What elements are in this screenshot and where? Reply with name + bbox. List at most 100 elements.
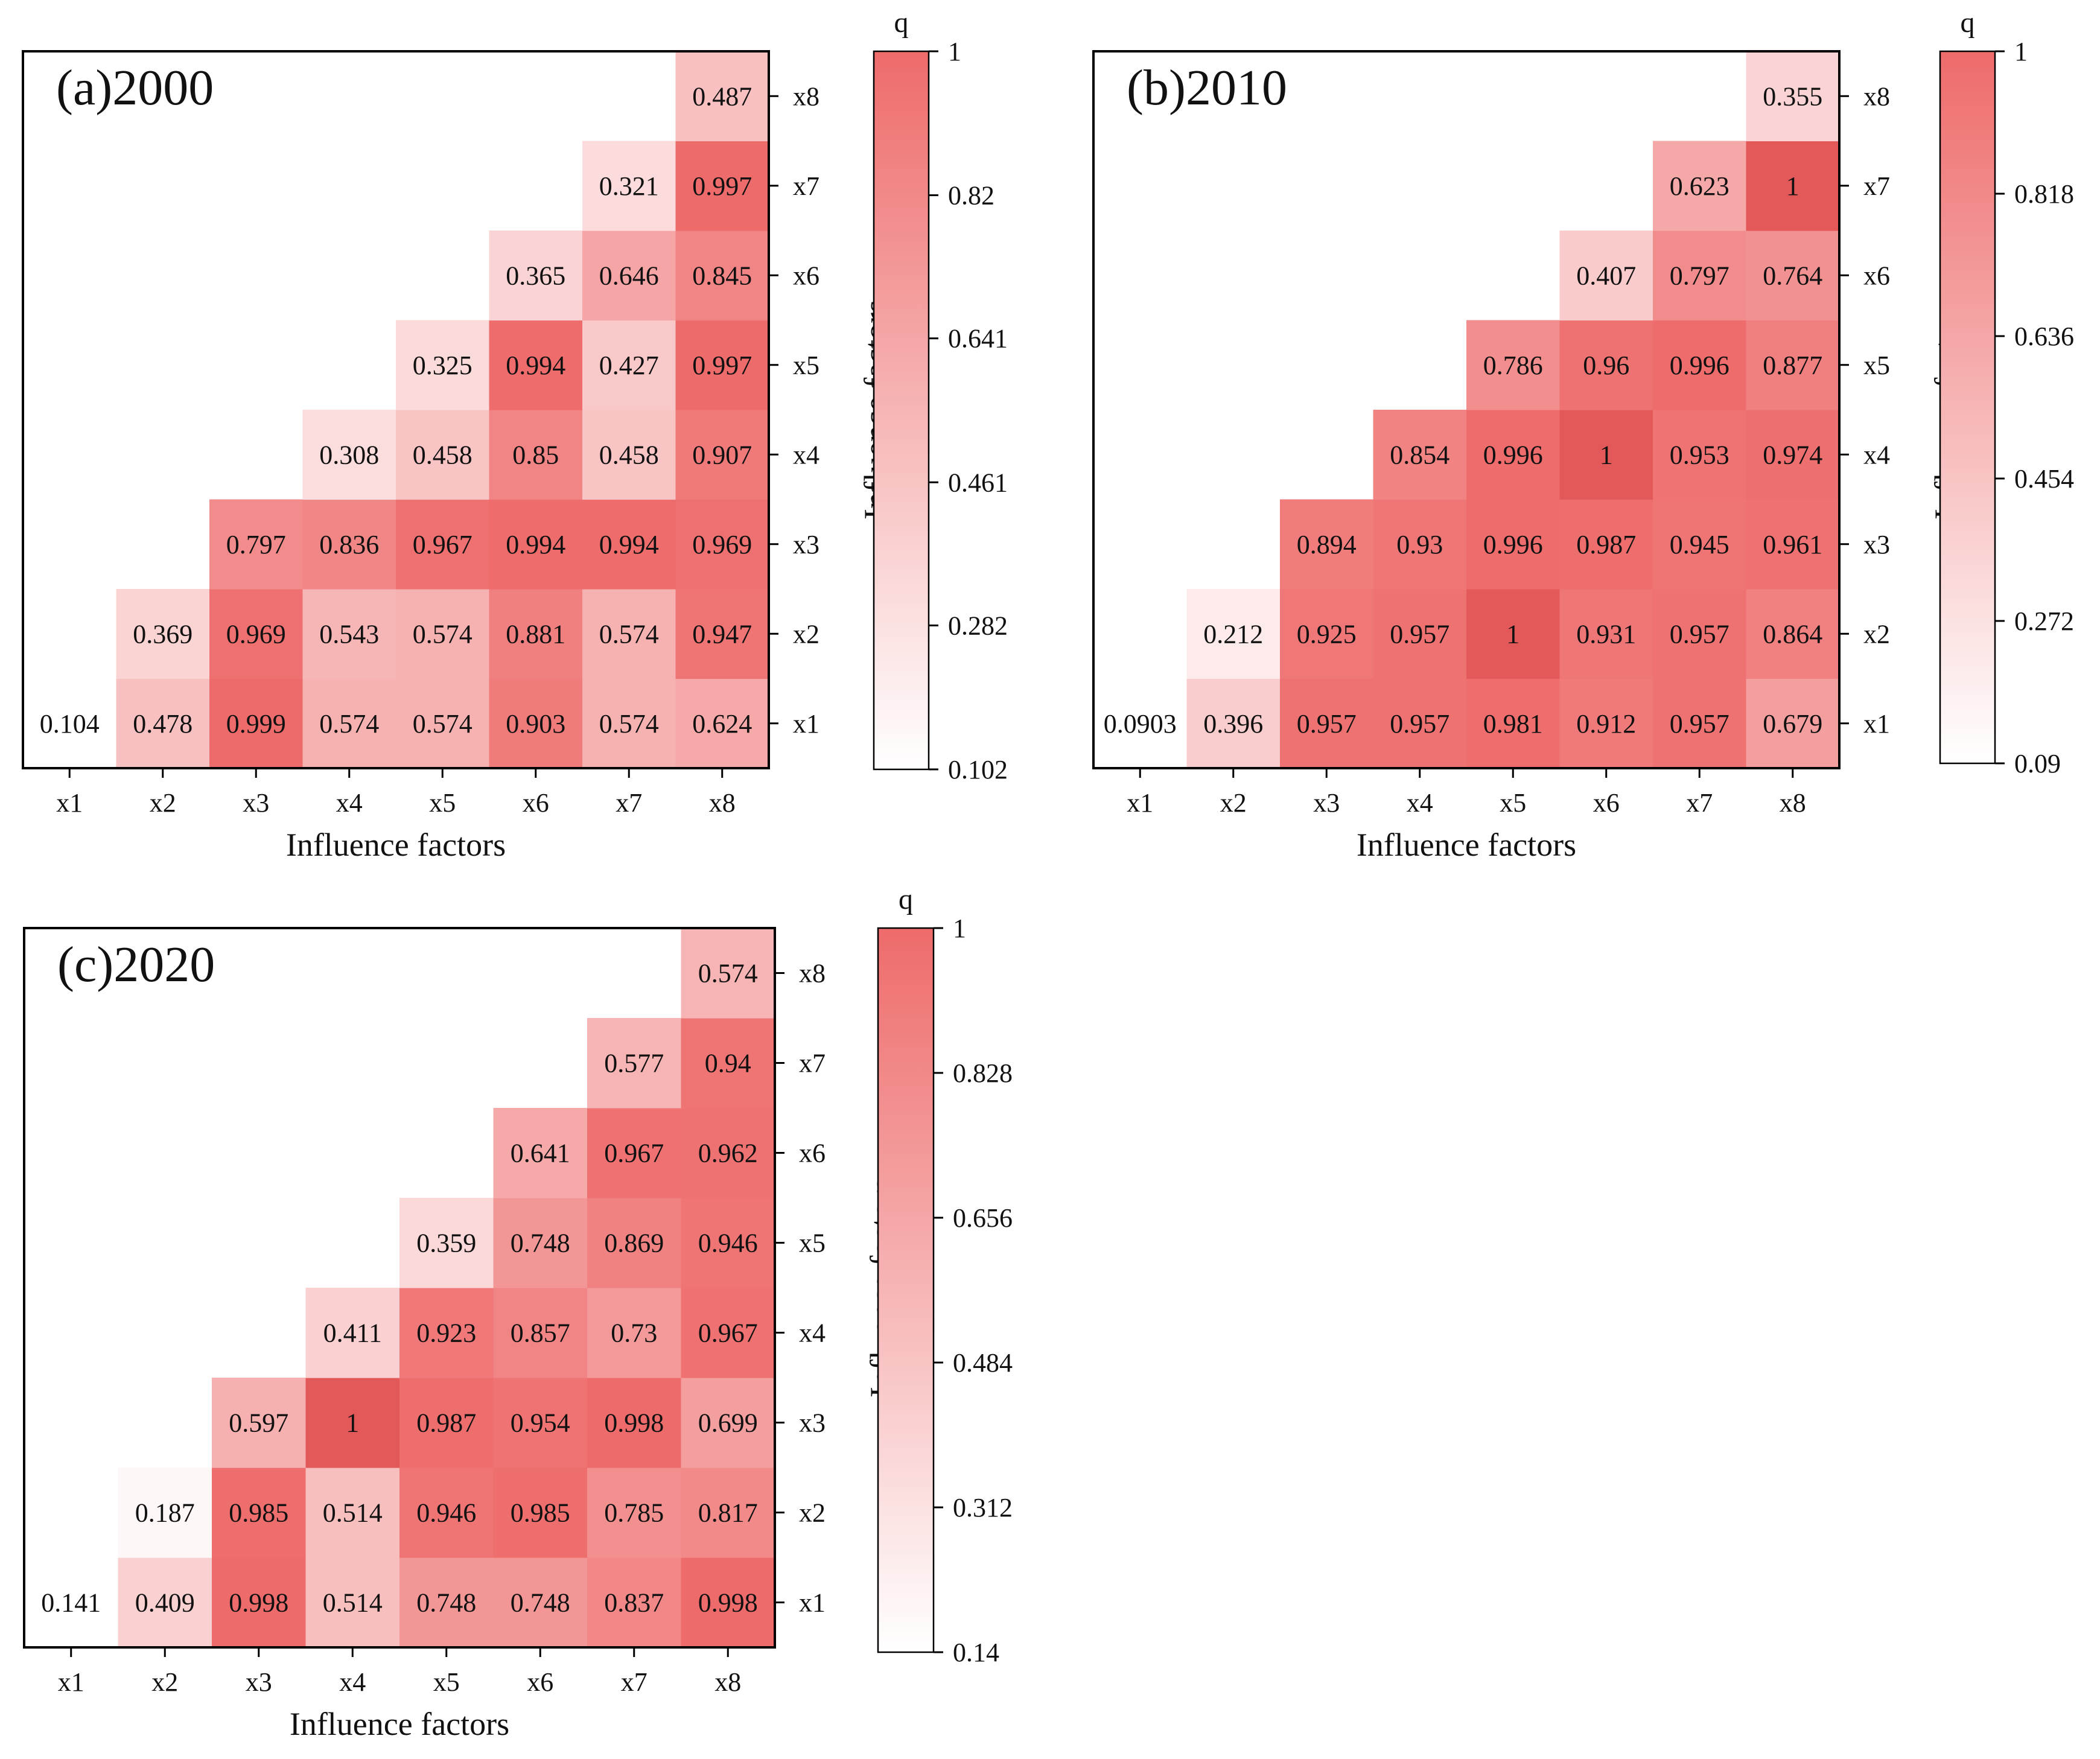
heatmap-cell [305, 1468, 400, 1558]
cell-value-label: 0.478 [133, 709, 192, 739]
cell-value-label: 0.987 [1576, 530, 1636, 559]
cell-value-label: 0.923 [416, 1318, 476, 1348]
heatmap-cell [1280, 499, 1374, 590]
cell-value-label: 0.981 [1483, 709, 1543, 739]
y-tick-label: x1 [799, 1588, 826, 1618]
cell-value-label: 0.947 [692, 619, 752, 649]
x-tick-label: x3 [246, 1667, 272, 1697]
heatmap-cell [675, 51, 769, 142]
colorbar-tick-label: 0.828 [953, 1058, 1013, 1088]
heatmap-cell [489, 410, 583, 500]
x-tick-label: x2 [151, 1667, 178, 1697]
heatmap-cell [1746, 320, 1840, 410]
x-tick-label: x4 [336, 788, 363, 818]
heatmap-cell [1280, 589, 1374, 679]
cell-value-label: 0.93 [1396, 530, 1443, 559]
heatmap-cell [587, 1468, 682, 1558]
colorbar-tick-label: 0.272 [2014, 606, 2074, 636]
heatmap-cell [681, 1378, 775, 1468]
heatmap-cell [1093, 678, 1188, 769]
heatmap-cell [1746, 678, 1840, 769]
cell-value-label: 0.365 [506, 261, 565, 290]
heatmap-cell [23, 678, 117, 769]
heatmap-cell [118, 1468, 212, 1558]
x-tick-label: x4 [1407, 788, 1433, 818]
x-tick-label: x5 [433, 1667, 460, 1697]
y-tick-label: x5 [1863, 351, 1890, 380]
heatmap-cell [1653, 410, 1747, 500]
cell-value-label: 0.94 [705, 1049, 751, 1078]
cell-value-label: 0.907 [692, 440, 752, 469]
cell-value-label: 0.597 [229, 1408, 288, 1438]
heatmap-cell [675, 231, 769, 321]
cell-value-label: 1 [1786, 171, 1799, 201]
x-tick-label: x7 [1686, 788, 1713, 818]
colorbar-tick-label: 0.102 [948, 755, 1008, 784]
cell-value-label: 0.797 [1670, 261, 1729, 290]
heatmap-cell [212, 1557, 307, 1648]
cell-value-label: 0.994 [599, 530, 659, 559]
cell-value-label: 0.514 [323, 1588, 383, 1618]
colorbar-tick-label: 0.312 [953, 1493, 1013, 1522]
cell-value-label: 0.308 [319, 440, 379, 469]
heatmap-cell [582, 589, 676, 679]
heatmap-cell [1559, 589, 1653, 679]
y-tick-label: x6 [1863, 261, 1890, 290]
y-tick-label: x3 [793, 530, 819, 559]
cell-value-label: 0.411 [323, 1318, 382, 1348]
heatmap-cell [399, 1288, 494, 1378]
cell-value-label: 0.817 [698, 1498, 758, 1528]
x-tick-label: x1 [56, 788, 83, 818]
heatmap-cell [1746, 589, 1840, 679]
x-tick-label: x6 [1593, 788, 1620, 818]
heatmap-cell [1373, 678, 1467, 769]
cell-value-label: 0.104 [40, 709, 100, 739]
y-tick-label: x8 [1863, 81, 1890, 111]
colorbar-tick-label: 1 [948, 37, 961, 66]
colorbar-title: q [899, 883, 913, 915]
colorbar-tick-label: 1 [2014, 37, 2028, 66]
heatmap-cell [1746, 51, 1840, 142]
colorbar-gradient [877, 927, 935, 1653]
heatmap-cell [116, 678, 210, 769]
heatmap-cell [489, 320, 583, 410]
heatmap-cell [587, 1018, 682, 1109]
cell-value-label: 0.458 [599, 440, 659, 469]
heatmap-cell [493, 1378, 588, 1468]
cell-value-label: 0.967 [413, 530, 472, 559]
cell-value-label: 0.931 [1576, 619, 1636, 649]
colorbar-tick-label: 0.818 [2014, 179, 2074, 209]
heatmap-cell [396, 320, 490, 410]
plot-frame [22, 50, 770, 769]
heatmap-cell [1466, 589, 1561, 679]
panel-title: (a)2000 [56, 60, 214, 116]
colorbar-tick-label: 0.656 [953, 1203, 1013, 1233]
colorbar-title: q [1961, 7, 1975, 39]
colorbar-tick-label: 0.82 [948, 181, 994, 211]
heatmap-cell [1466, 678, 1561, 769]
colorbar-tick-label: 0.282 [948, 611, 1008, 640]
heatmap-cell [1653, 589, 1747, 679]
heatmap-cell [1373, 589, 1467, 679]
heatmap-cell [582, 320, 676, 410]
heatmap-cell [1746, 499, 1840, 590]
cell-value-label: 0.987 [416, 1408, 476, 1438]
cell-value-label: 0.574 [413, 619, 472, 649]
heatmap-cell [1746, 231, 1840, 321]
cell-value-label: 0.543 [319, 619, 379, 649]
heatmap-cell [489, 499, 583, 590]
cell-value-label: 0.925 [1297, 619, 1357, 649]
heatmap-cell [582, 410, 676, 500]
y-tick-label: x7 [1863, 171, 1890, 201]
heatmap-cell [1373, 410, 1467, 500]
cell-value-label: 1 [346, 1408, 359, 1438]
heatmap-cell [118, 1557, 212, 1648]
heatmap-cell [681, 1557, 775, 1648]
heatmap-cell [1559, 320, 1653, 410]
heatmap-cell [1466, 499, 1561, 590]
heatmap-cell [399, 1198, 494, 1288]
cell-value-label: 0.845 [692, 261, 752, 290]
x-tick-label: x8 [714, 1667, 741, 1697]
cell-value-label: 0.699 [698, 1408, 758, 1438]
x-tick-label: x5 [429, 788, 456, 818]
